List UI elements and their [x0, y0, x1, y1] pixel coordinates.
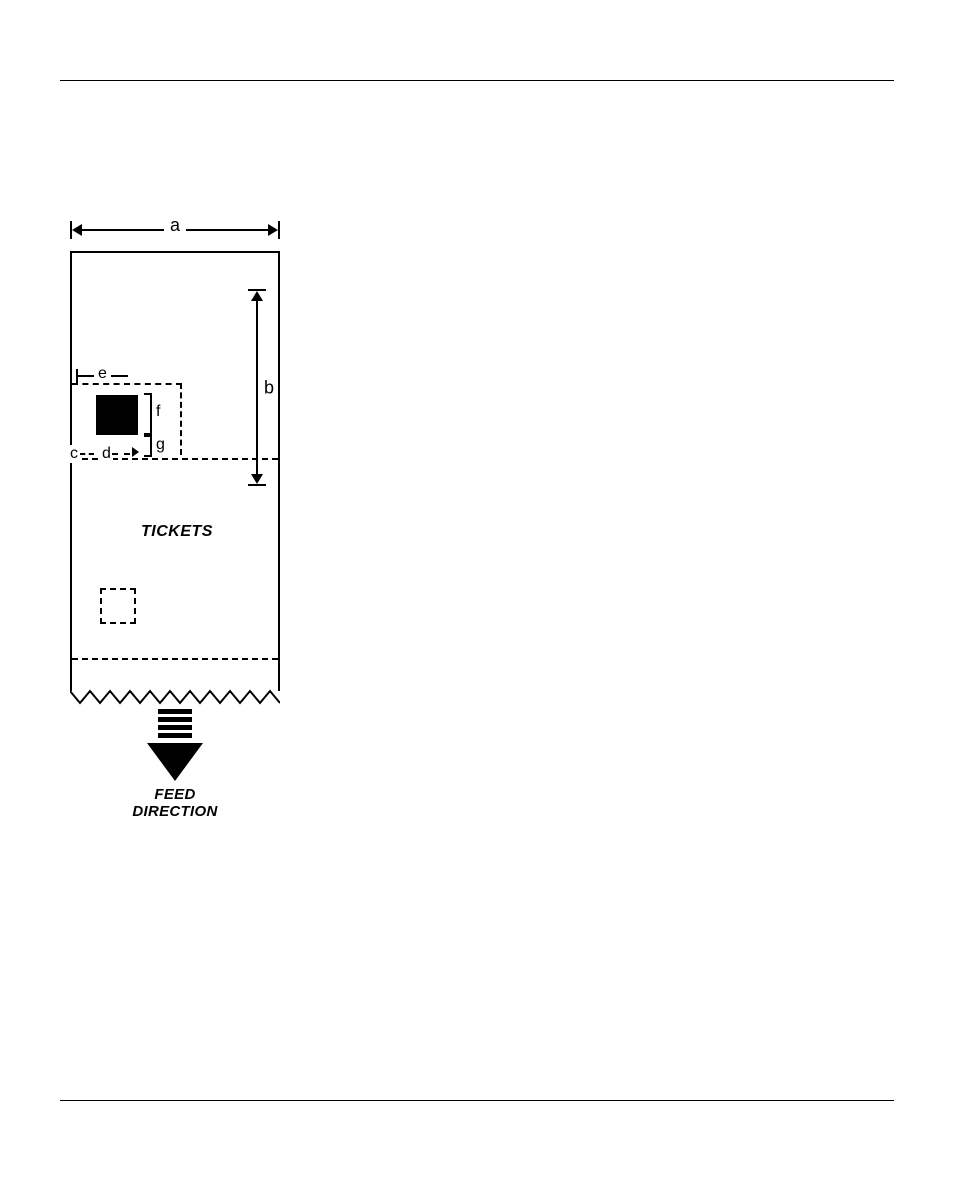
torn-edge — [70, 689, 280, 709]
ticket-outline: b e c d f g TICKETS — [70, 251, 280, 691]
feed-direction-text: FEED DIRECTION — [70, 787, 280, 820]
dim-b-line — [256, 299, 258, 476]
tickets-label: TICKETS — [72, 523, 282, 541]
feed-line2: DIRECTION — [132, 803, 217, 820]
dim-b-arrow-down — [251, 474, 263, 484]
feed-arrow-head — [147, 743, 203, 781]
dim-d-dash — [112, 453, 130, 455]
dim-g-label: g — [156, 436, 165, 454]
dim-a-right-cap — [278, 221, 280, 239]
dim-b-label: b — [264, 373, 274, 402]
feed-line1: FEED — [154, 786, 195, 803]
top-rule — [60, 80, 894, 81]
bottom-rule — [60, 1100, 894, 1101]
page: a b e c d — [0, 0, 954, 1181]
dimension-b: b — [248, 289, 268, 486]
dim-a-label: a — [164, 215, 186, 236]
dim-d-label: d — [100, 445, 113, 463]
dim-f-bracket — [144, 393, 152, 435]
dimension-a: a — [70, 221, 280, 241]
dim-d-arrow — [132, 447, 139, 457]
ticket-lower-dash — [72, 658, 278, 660]
dim-c-label: c — [68, 445, 80, 463]
dim-a-arrow-right — [268, 224, 278, 236]
dim-f-label: f — [156, 403, 160, 421]
secondary-mark-outline — [100, 588, 136, 624]
dim-c-dash — [80, 453, 94, 455]
black-mark — [96, 395, 138, 435]
torn-edge-svg — [70, 689, 280, 709]
dim-g-bracket — [144, 435, 152, 457]
feed-arrow-bars — [158, 709, 192, 741]
dim-b-bottom-cap — [248, 484, 266, 486]
ticket-diagram: a b e c d — [70, 221, 330, 821]
dim-e-label: e — [94, 365, 111, 383]
feed-direction: FEED DIRECTION — [70, 709, 280, 820]
